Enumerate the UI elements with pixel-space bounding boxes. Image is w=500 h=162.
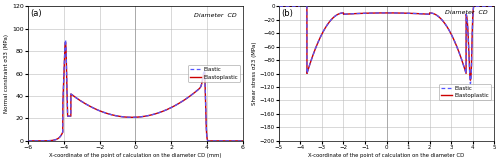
- Elastoplastic: [62, 41, 68, 43]
- Elastic: [50, 139, 56, 141]
- Elastic: [276, 5, 282, 7]
- Elastic: [236, 140, 242, 142]
- Line: Elastoplastic: Elastoplastic: [28, 42, 242, 141]
- Elastoplastic: [486, 5, 492, 7]
- Elastic: [240, 140, 246, 142]
- Elastic: [62, 39, 68, 41]
- Elastic: [25, 140, 31, 142]
- X-axis label: X-coordinate of the point of calculation on the diameter CD (mm): X-coordinate of the point of calculation…: [49, 153, 222, 158]
- Text: Diameter  CD: Diameter CD: [194, 13, 236, 18]
- Elastic: [468, 83, 473, 85]
- Elastoplastic: [276, 5, 282, 7]
- Elastic: [464, 14, 469, 16]
- Elastic: [212, 140, 218, 142]
- Y-axis label: Shear stress σ23 (MPa): Shear stress σ23 (MPa): [252, 42, 257, 105]
- X-axis label: X-coordinate of the point of calculation on the diameter CD: X-coordinate of the point of calculation…: [308, 153, 464, 158]
- Elastic: [368, 12, 374, 14]
- Elastoplastic: [62, 41, 68, 43]
- Legend: Elastic, Elastoplastic: Elastic, Elastoplastic: [188, 65, 240, 82]
- Elastic: [314, 45, 320, 47]
- Elastic: [108, 113, 114, 115]
- Elastic: [486, 5, 492, 7]
- Elastic: [117, 116, 123, 117]
- Legend: Elastic, Elastoplastic: Elastic, Elastoplastic: [439, 84, 492, 100]
- Elastoplastic: [212, 140, 218, 142]
- Elastoplastic: [108, 113, 114, 115]
- Line: Elastoplastic: Elastoplastic: [280, 0, 494, 80]
- Elastic: [62, 39, 68, 41]
- Elastic: [358, 12, 364, 14]
- Elastoplastic: [25, 140, 31, 142]
- Elastoplastic: [236, 140, 242, 142]
- Elastic: [490, 5, 496, 7]
- Text: (a): (a): [30, 9, 42, 18]
- Elastoplastic: [314, 45, 320, 47]
- Text: (b): (b): [281, 9, 293, 18]
- Elastoplastic: [117, 116, 123, 117]
- Elastoplastic: [468, 79, 473, 81]
- Elastoplastic: [490, 5, 496, 7]
- Elastoplastic: [240, 140, 246, 142]
- Elastoplastic: [358, 12, 364, 14]
- Elastoplastic: [368, 12, 374, 14]
- Line: Elastic: Elastic: [28, 40, 242, 141]
- Text: Diameter  CD: Diameter CD: [445, 10, 488, 15]
- Line: Elastic: Elastic: [280, 0, 494, 84]
- Elastoplastic: [464, 14, 469, 16]
- Elastoplastic: [50, 139, 56, 141]
- Y-axis label: Normal constraint σ33 (MPa): Normal constraint σ33 (MPa): [4, 34, 9, 113]
